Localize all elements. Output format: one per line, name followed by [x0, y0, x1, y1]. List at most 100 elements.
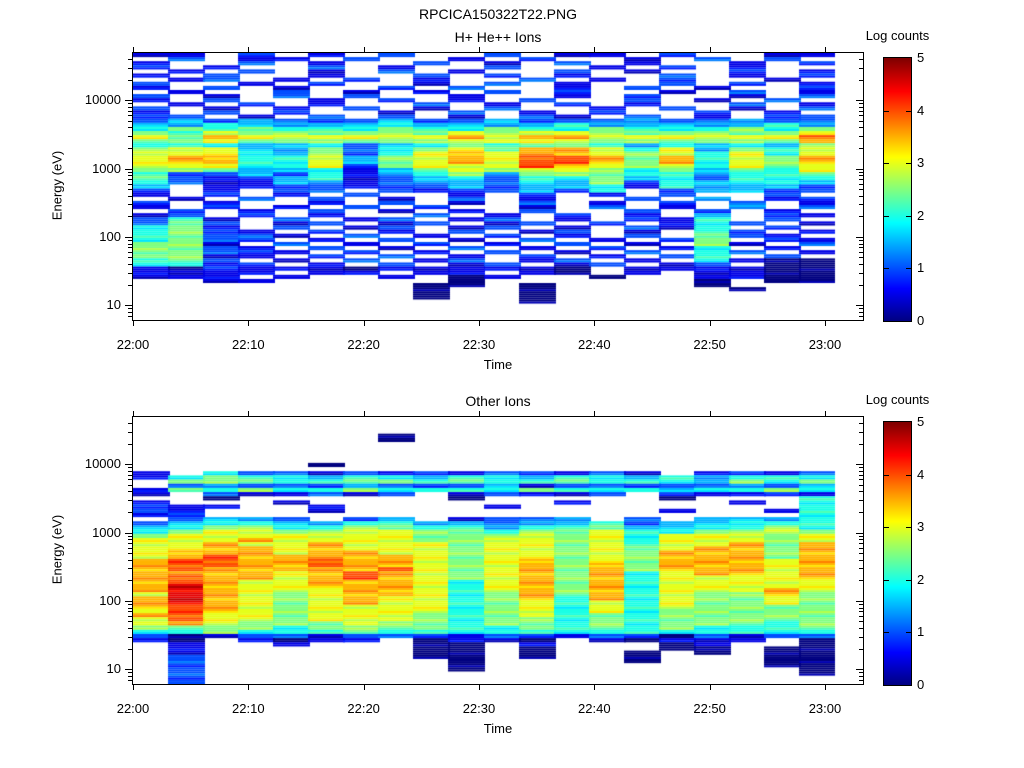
y-minor-tick — [128, 604, 132, 606]
y-minor-tick — [128, 621, 132, 623]
x-tick — [133, 321, 134, 326]
x-tick-label: 22:20 — [347, 701, 380, 716]
y-minor-tick — [128, 148, 132, 150]
y-minor-tick — [128, 479, 132, 481]
colorbar-label-hplus: Log counts — [865, 28, 930, 43]
x-tick-label: 22:50 — [693, 337, 726, 352]
x-tick-label: 22:40 — [578, 337, 611, 352]
y-minor-tick — [128, 547, 132, 549]
colorbar-tick-label: 2 — [917, 571, 925, 587]
y-minor-tick — [128, 443, 132, 445]
y-minor-tick — [128, 136, 132, 137]
y-tick — [125, 669, 132, 671]
y-tick-label: 10000 — [84, 92, 121, 108]
y-minor-tick — [128, 474, 132, 476]
x-tick-label: 22:30 — [462, 337, 496, 352]
y-minor-tick — [128, 272, 132, 274]
y-minor-tick — [128, 553, 132, 555]
x-tick — [824, 411, 826, 416]
y-minor-tick — [128, 115, 132, 117]
x-tick-label: 22:40 — [578, 701, 611, 716]
y-minor-tick — [128, 120, 132, 122]
y-tick — [125, 464, 132, 466]
y-minor-tick — [128, 628, 132, 630]
y-tick — [125, 100, 132, 102]
y-minor-tick — [128, 216, 132, 218]
x-tick-label: 22:50 — [693, 701, 726, 716]
panel-title-hplus: H+ He++ Ions — [454, 29, 542, 45]
y-minor-tick — [128, 535, 132, 537]
y-minor-tick — [128, 240, 132, 242]
y-minor-tick — [128, 103, 132, 105]
colorbar-tick-label: 1 — [917, 624, 925, 640]
y-minor-tick — [128, 679, 132, 681]
colorbar-tick-label: 4 — [917, 102, 925, 118]
panel-title-other: Other Ions — [465, 393, 531, 409]
x-tick — [709, 685, 711, 690]
x-tick — [363, 321, 365, 326]
x-tick — [709, 321, 711, 326]
colorbar-label-other: Log counts — [865, 392, 930, 407]
colorbar-tick-label: 2 — [917, 207, 925, 223]
x-tick — [478, 411, 480, 416]
x-tick — [133, 47, 134, 52]
y-axis-label-other: Energy (eV) — [49, 514, 65, 585]
colorbar-tick-label: 0 — [917, 313, 925, 328]
x-tick — [824, 685, 826, 690]
x-tick — [594, 685, 596, 690]
x-tick — [248, 47, 250, 52]
y-minor-tick — [128, 539, 132, 541]
x-tick — [133, 411, 134, 416]
x-tick — [594, 411, 596, 416]
y-minor-tick — [128, 110, 132, 112]
colorbar-tick-label: 0 — [917, 677, 925, 692]
x-tick — [709, 47, 711, 52]
x-tick — [133, 685, 134, 690]
y-minor-tick — [128, 467, 132, 469]
y-minor-tick — [128, 308, 132, 310]
colorbar-tick-label: 1 — [917, 260, 925, 276]
x-axis-label-hplus: Time — [483, 357, 513, 372]
y-minor-tick — [128, 179, 132, 181]
y-tick-label: 10 — [106, 661, 121, 677]
y-minor-tick — [128, 611, 132, 613]
x-tick-label: 23:00 — [808, 701, 842, 716]
spectrogram-canvas-hplus — [133, 53, 863, 320]
y-minor-tick — [128, 672, 132, 674]
y-minor-tick — [128, 311, 132, 313]
y-minor-tick — [128, 568, 132, 570]
x-tick — [478, 47, 480, 52]
y-minor-tick — [128, 183, 132, 185]
y-minor-tick — [128, 257, 132, 259]
colorbar-tick-label: 5 — [917, 50, 925, 65]
y-tick-label: 10 — [106, 297, 121, 313]
y-minor-tick — [128, 470, 132, 472]
x-tick — [363, 411, 365, 416]
x-tick — [709, 411, 711, 416]
y-tick-label: 1000 — [92, 524, 121, 540]
y-minor-tick — [128, 675, 132, 677]
colorbar-tick-label: 5 — [917, 414, 925, 429]
colorbar-canvas-other — [884, 422, 911, 685]
y-axis-label-hplus: Energy (eV) — [49, 150, 65, 221]
y-tick-label: 1000 — [92, 160, 121, 176]
y-minor-tick — [128, 500, 132, 501]
y-tick — [125, 532, 132, 534]
y-minor-tick — [128, 512, 132, 514]
x-tick — [363, 685, 365, 690]
y-tick — [125, 236, 132, 238]
y-minor-tick — [128, 616, 132, 618]
colorbar-canvas-hplus — [884, 58, 911, 321]
y-minor-tick — [128, 264, 132, 266]
x-tick — [824, 321, 826, 326]
y-minor-tick — [128, 284, 132, 286]
colorbar-tick-label: 3 — [917, 155, 925, 171]
x-tick-label: 22:10 — [232, 337, 265, 352]
y-minor-tick — [128, 127, 132, 129]
y-minor-tick — [128, 648, 132, 650]
y-minor-tick — [128, 189, 132, 191]
y-minor-tick — [128, 423, 132, 425]
x-tick — [248, 321, 250, 326]
figure-title: RPCICA150322T22.PNG — [419, 6, 577, 22]
